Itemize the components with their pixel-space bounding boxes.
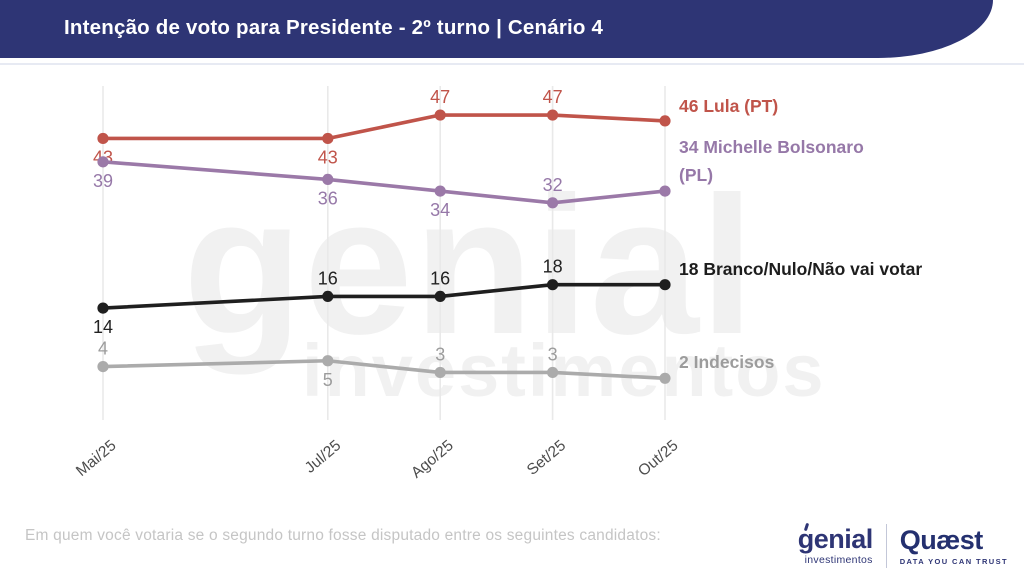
value-label-branco-nulo-n-o-vai-votar-ago-25: 16: [430, 268, 450, 288]
logo-separator: [885, 524, 887, 568]
genial-logo-text: genial: [797, 524, 874, 554]
data-point-indecisos-out-25: [659, 372, 671, 384]
data-point-indecisos-jul-25: [322, 355, 334, 367]
header-divider: [0, 63, 1024, 65]
data-point-indecisos-set-25: [547, 366, 559, 379]
data-point-michelle-bolsonaro-pl-set-25: [547, 197, 559, 209]
data-point-indecisos-mai-25: [97, 361, 109, 373]
genial-logo: genial investimentos: [797, 522, 874, 566]
series-end-label-branco-nulo: 18 Branco/Nulo/Não vai votar: [679, 259, 923, 279]
data-point-branco-nulo-n-o-vai-votar-ago-25: [434, 290, 446, 302]
header-banner: Intenção de voto para Presidente - 2º tu…: [0, 0, 993, 58]
footer-logos: genial investimentos Quæst DATA YOU CAN …: [797, 522, 1008, 568]
value-label-indecisos-jul-25: 5: [323, 370, 333, 390]
value-label-branco-nulo-n-o-vai-votar-mai-25: 14: [93, 317, 113, 337]
genial-logo-subtext: investimentos: [804, 554, 873, 566]
value-label-indecisos-mai-25: 4: [98, 339, 108, 359]
series-end-label-indecisos: 2 Indecisos: [679, 352, 775, 372]
series-line-lula-pt: [101, 113, 667, 141]
x-tick-label-jul-25: Jul/25: [302, 437, 345, 477]
value-label-michelle-bolsonaro-pl-mai-25: 39: [93, 171, 113, 191]
series-line-branco-nulo-n-o-vai-votar: [101, 282, 667, 310]
watermark-genial: genial: [183, 156, 756, 375]
value-label-branco-nulo-n-o-vai-votar-set-25: 18: [543, 257, 563, 277]
data-point-branco-nulo-n-o-vai-votar-out-25: [659, 279, 671, 291]
value-label-lula-pt-set-25: 47: [543, 87, 563, 107]
value-label-lula-pt-jul-25: 43: [318, 147, 338, 167]
value-label-michelle-bolsonaro-pl-set-25: 32: [543, 175, 563, 195]
data-point-michelle-bolsonaro-pl-out-25: [659, 185, 671, 197]
x-tick-label-mai-25: Mai/25: [73, 437, 120, 480]
series-end-label-lula: 46 Lula (PT): [679, 96, 779, 116]
x-tick-label-out-25: Out/25: [635, 437, 682, 480]
data-point-branco-nulo-n-o-vai-votar-set-25: [547, 279, 559, 291]
data-point-indecisos-ago-25: [434, 366, 446, 379]
value-label-branco-nulo-n-o-vai-votar-jul-25: 16: [318, 268, 338, 288]
x-tick-label-ago-25: Ago/25: [408, 437, 457, 482]
data-point-lula-pt-out-25: [659, 115, 671, 127]
series-end-label-michelle-bolsonaro: 34 Michelle Bolsonaro (PL): [679, 137, 864, 185]
data-point-lula-pt-jul-25: [322, 132, 334, 145]
quaest-logo-tagline: DATA YOU CAN TRUST: [899, 556, 1008, 566]
value-label-michelle-bolsonaro-pl-jul-25: 36: [318, 188, 338, 208]
series-line-michelle-bolsonaro-pl: [101, 160, 667, 205]
data-point-michelle-bolsonaro-pl-ago-25: [434, 185, 446, 197]
value-label-michelle-bolsonaro-pl-ago-25: 34: [430, 200, 450, 220]
data-point-branco-nulo-n-o-vai-votar-jul-25: [322, 290, 334, 302]
data-point-branco-nulo-n-o-vai-votar-mai-25: [97, 302, 109, 314]
survey-question-text: Em quem você votaria se o segundo turno …: [25, 527, 661, 544]
quaest-logo-wordmark: Quæst: [899, 524, 984, 555]
value-label-indecisos-ago-25: 3: [435, 344, 445, 364]
watermark-investimentos: investimentos: [302, 329, 826, 412]
value-label-indecisos-set-25: 3: [548, 344, 558, 364]
series-line-indecisos: [101, 358, 667, 381]
page-title: Intenção de voto para Presidente - 2º tu…: [64, 16, 604, 39]
quaest-logo: Quæst DATA YOU CAN TRUST: [899, 524, 1008, 566]
data-point-lula-pt-set-25: [547, 109, 559, 121]
x-tick-label-set-25: Set/25: [524, 437, 569, 479]
value-label-lula-pt-ago-25: 47: [430, 87, 450, 107]
genial-logo-wordmark: genial: [797, 522, 874, 554]
data-point-michelle-bolsonaro-pl-mai-25: [97, 156, 109, 168]
data-point-lula-pt-ago-25: [434, 109, 446, 121]
data-point-lula-pt-mai-25: [97, 132, 109, 145]
data-point-michelle-bolsonaro-pl-jul-25: [322, 173, 334, 185]
